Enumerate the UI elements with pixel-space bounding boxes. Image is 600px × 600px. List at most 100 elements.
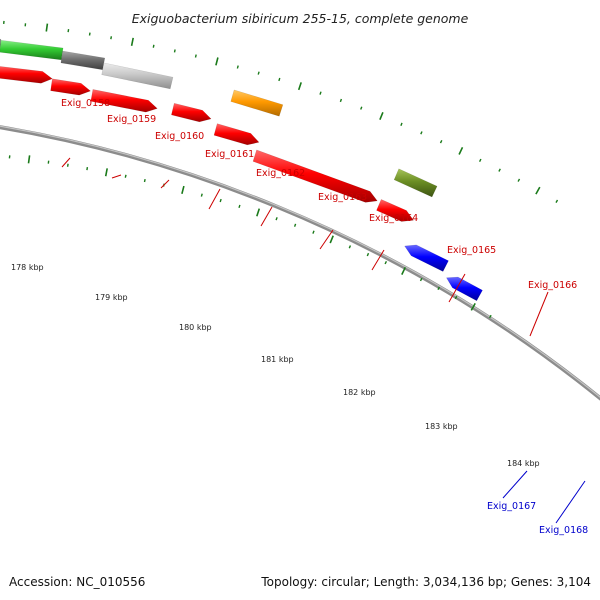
gene-label[interactable]: Exig_0165	[447, 245, 496, 256]
tick-mark	[124, 174, 127, 178]
label-callout	[555, 480, 586, 524]
tick-mark	[88, 32, 91, 36]
gene-feature	[445, 276, 483, 302]
tick-mark	[293, 223, 297, 227]
tick-mark	[143, 178, 146, 183]
tick-mark	[104, 168, 108, 177]
gene-label[interactable]: Exig_0161	[205, 149, 254, 160]
tick-mark	[535, 186, 541, 195]
tick-mark	[173, 49, 176, 53]
label-callout	[529, 291, 549, 337]
label-callout	[502, 470, 528, 499]
tick-mark	[478, 158, 482, 163]
tick-mark	[419, 277, 423, 282]
gene-labels: Exig_0158 Exig_0159 Exig_0160 Exig_0161 …	[61, 98, 588, 536]
gene-feature	[213, 123, 260, 146]
gene-label[interactable]: Exig_0159	[107, 114, 156, 125]
label-callout	[260, 206, 273, 227]
genome-backbone-highlight	[0, 125, 600, 398]
tick-mark	[219, 198, 222, 203]
gene-feature	[252, 149, 378, 203]
gene-label[interactable]: Exig_0158	[61, 98, 110, 109]
tick-mark	[384, 260, 388, 265]
tick-label: 178 kbp	[11, 263, 44, 272]
gene-feature	[393, 168, 438, 198]
tick-mark	[278, 77, 281, 82]
tick-labels: 178 kbp 179 kbp 180 kbp 181 kbp 182 kbp …	[11, 263, 540, 468]
map-title: Exiguobacterium sibiricum 255-15, comple…	[132, 11, 469, 26]
tick-mark	[110, 36, 113, 40]
tick-mark	[181, 185, 185, 195]
gene-feature	[101, 62, 174, 90]
label-callout	[319, 229, 334, 250]
tick-mark	[498, 168, 501, 172]
gene-label[interactable]: Exig_0167	[487, 501, 536, 512]
gene-feature	[0, 38, 2, 52]
tick-mark	[400, 122, 403, 126]
gene-feature	[171, 102, 212, 123]
genome-backbone	[0, 125, 600, 401]
tick-label: 180 kbp	[179, 323, 212, 332]
gene-features	[0, 38, 483, 302]
gene-label[interactable]: Exig_0162	[256, 168, 305, 179]
tick-mark	[312, 230, 315, 234]
label-callout	[160, 179, 170, 189]
tick-mark	[86, 166, 89, 171]
tick-mark	[256, 208, 261, 217]
tick-mark	[66, 163, 69, 167]
tick-mark	[360, 106, 363, 110]
tick-mark	[379, 111, 384, 121]
tick-mark	[555, 199, 559, 203]
tick-mark	[339, 98, 343, 103]
gene-feature	[230, 89, 284, 117]
tick-mark	[488, 314, 492, 319]
tick-mark	[437, 286, 441, 291]
tick-mark	[420, 131, 423, 135]
gene-feature	[90, 89, 158, 113]
gene-label[interactable]: Exig_0164	[369, 213, 418, 224]
tick-mark	[67, 28, 70, 33]
label-callout	[448, 273, 466, 303]
gene-feature	[404, 244, 449, 272]
gene-feature	[60, 50, 106, 71]
tick-mark	[401, 266, 407, 275]
tick-mark	[130, 37, 134, 46]
tick-mark	[238, 204, 241, 209]
label-callouts	[61, 157, 586, 524]
label-callout	[208, 188, 221, 210]
tick-mark	[470, 303, 476, 311]
tick-mark	[194, 54, 197, 58]
label-callout	[61, 157, 71, 168]
tick-mark	[348, 245, 352, 249]
gene-label[interactable]: Exig_0163	[318, 192, 367, 203]
label-callout	[111, 174, 122, 179]
tick-marks	[3, 20, 559, 319]
tick-mark	[458, 146, 464, 155]
tick-label: 179 kbp	[95, 293, 128, 302]
gene-feature	[0, 66, 53, 84]
gene-label[interactable]: Exig_0166	[528, 280, 577, 291]
tick-mark	[517, 178, 521, 182]
accession-text: Accession: NC_010556	[9, 575, 145, 589]
tick-mark	[329, 235, 334, 244]
tick-mark	[45, 23, 49, 32]
gene-feature	[0, 39, 64, 61]
tick-mark	[439, 140, 443, 144]
tick-mark	[200, 193, 203, 197]
gene-label[interactable]: Exig_0160	[155, 131, 204, 142]
tick-mark	[275, 217, 278, 221]
tick-mark	[257, 71, 260, 75]
tick-mark	[236, 65, 239, 69]
gene-label[interactable]: Exig_0168	[539, 525, 588, 536]
gene-feature	[50, 78, 91, 96]
tick-label: 181 kbp	[261, 355, 294, 364]
tick-mark	[366, 252, 370, 257]
label-callout	[371, 249, 385, 271]
genome-summary: Topology: circular; Length: 3,034,136 bp…	[260, 575, 591, 589]
tick-mark	[152, 44, 155, 48]
gene-feature	[376, 199, 414, 222]
tick-mark	[454, 295, 458, 300]
tick-mark	[319, 91, 322, 95]
tick-mark	[27, 155, 31, 164]
